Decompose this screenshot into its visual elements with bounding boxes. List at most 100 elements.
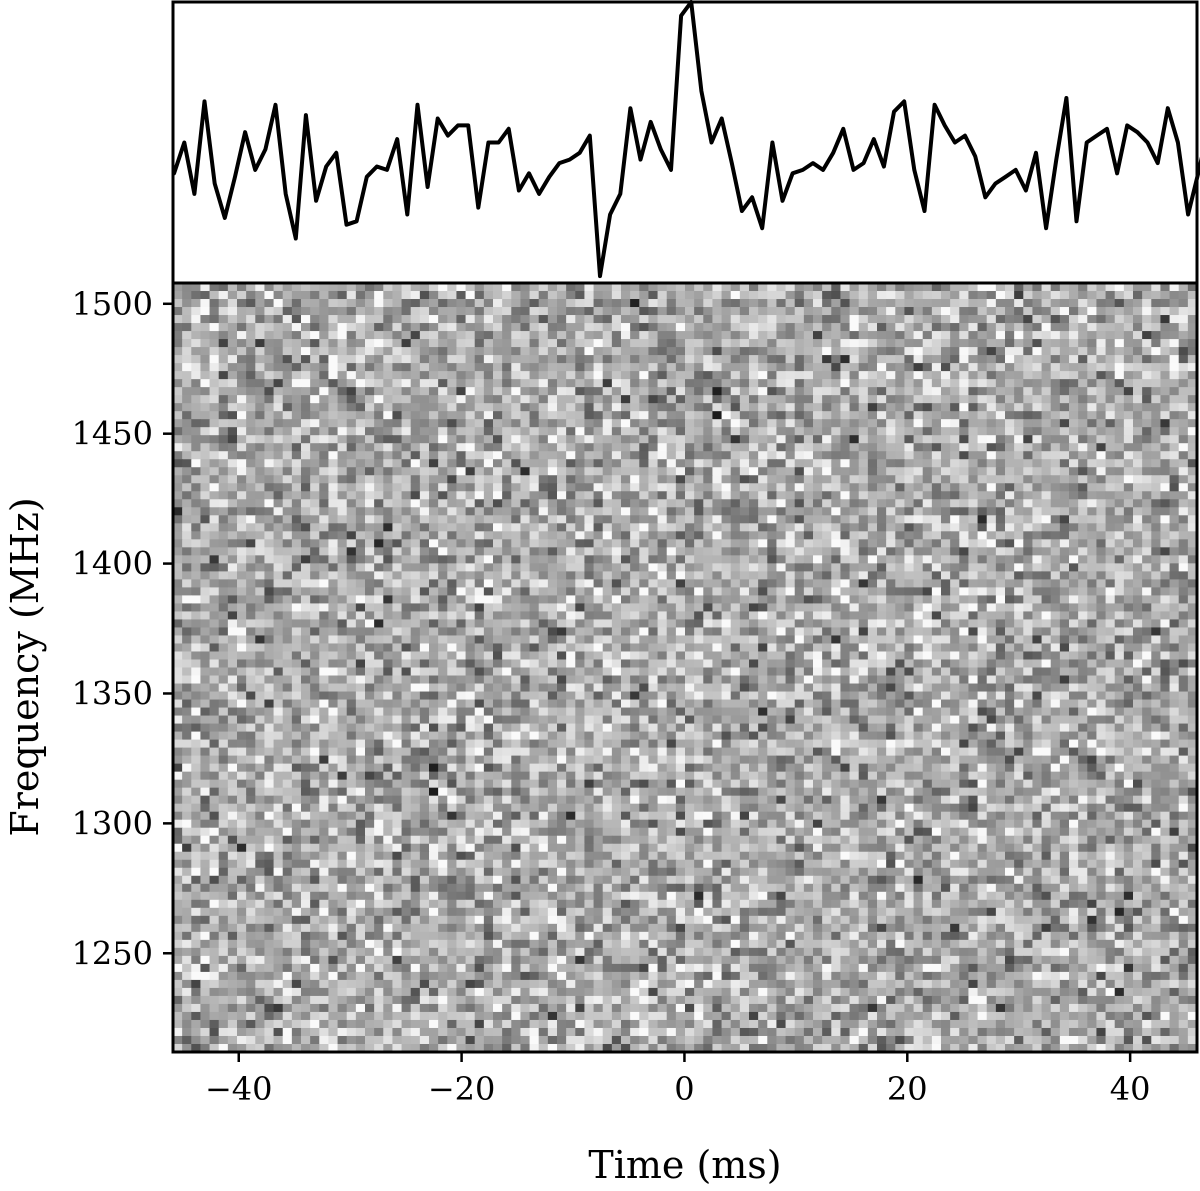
- heatmap-cell: [1041, 571, 1052, 580]
- heatmap-cell: [1114, 627, 1125, 637]
- heatmap-cell: [584, 371, 595, 380]
- heatmap-cell: [1059, 355, 1070, 364]
- heatmap-cell: [685, 579, 695, 588]
- heatmap-cell: [611, 379, 622, 388]
- heatmap-cell: [758, 371, 768, 380]
- heatmap-cell: [584, 427, 595, 436]
- heatmap-cell: [611, 515, 622, 524]
- heatmap-cell: [849, 291, 860, 300]
- heatmap-cell: [1178, 555, 1189, 564]
- heatmap-cell: [355, 483, 366, 492]
- heatmap-cell: [529, 331, 540, 340]
- heatmap-cell: [813, 507, 823, 516]
- heatmap-cell: [465, 523, 476, 532]
- heatmap-cell: [282, 507, 293, 516]
- heatmap-cell: [1014, 395, 1024, 404]
- heatmap-cell: [1059, 363, 1070, 372]
- heatmap-cell: [1005, 491, 1015, 500]
- heatmap-cell: [922, 595, 933, 605]
- heatmap-cell: [273, 587, 284, 597]
- heatmap-cell: [237, 491, 247, 500]
- heatmap-cell: [209, 419, 220, 428]
- heatmap-cell: [419, 339, 430, 348]
- heatmap-cell: [758, 587, 768, 597]
- heatmap-cell: [401, 611, 412, 621]
- heatmap-cell: [630, 547, 640, 556]
- heatmap-cell: [840, 491, 851, 500]
- heatmap-cell: [1005, 507, 1015, 516]
- heatmap-cell: [282, 355, 293, 364]
- heatmap-cell: [694, 539, 704, 548]
- heatmap-cell: [255, 323, 266, 332]
- heatmap-cell: [419, 299, 430, 308]
- heatmap-cell: [657, 411, 668, 420]
- heatmap-cell: [456, 459, 467, 468]
- pulse-profile-panel: [171, 0, 1200, 285]
- heatmap-cell: [931, 475, 942, 484]
- heatmap-cell: [419, 291, 430, 300]
- heatmap-cell: [1160, 507, 1171, 516]
- heatmap-cell: [255, 587, 266, 597]
- heatmap-cell: [1105, 363, 1116, 372]
- heatmap-cell: [264, 403, 275, 412]
- heatmap-cell: [520, 427, 531, 436]
- heatmap-cell: [968, 283, 979, 292]
- heatmap-cell: [209, 395, 220, 404]
- heatmap-cell: [895, 611, 906, 621]
- heatmap-cell: [1096, 531, 1107, 540]
- heatmap-cell: [584, 563, 595, 572]
- heatmap-cell: [291, 459, 302, 468]
- heatmap-cell: [237, 371, 247, 380]
- heatmap-cell: [392, 379, 403, 388]
- heatmap-cell: [739, 355, 750, 364]
- heatmap-cell: [237, 627, 247, 637]
- heatmap-cell: [374, 339, 384, 348]
- heatmap-cell: [429, 483, 439, 492]
- heatmap-cell: [785, 507, 796, 516]
- heatmap-cell: [1142, 555, 1152, 564]
- heatmap-cell: [1105, 395, 1116, 404]
- heatmap-cell: [1087, 331, 1098, 340]
- heatmap-cell: [474, 459, 485, 468]
- heatmap-cell: [474, 579, 485, 588]
- heatmap-cell: [886, 603, 896, 613]
- heatmap-cell: [602, 411, 613, 420]
- heatmap-cell: [703, 635, 714, 645]
- heatmap-cell: [1178, 579, 1189, 588]
- heatmap-cell: [776, 387, 787, 396]
- heatmap-cell: [785, 467, 796, 476]
- heatmap-cell: [813, 411, 823, 420]
- heatmap-cell: [1078, 427, 1088, 436]
- heatmap-cell: [904, 371, 915, 380]
- heatmap-cell: [767, 451, 778, 460]
- heatmap-cell: [502, 443, 512, 452]
- heatmap-cell: [255, 395, 266, 404]
- heatmap-cell: [511, 515, 522, 524]
- heatmap-cell: [502, 635, 512, 645]
- heatmap-cell: [886, 595, 896, 605]
- heatmap-cell: [1032, 571, 1043, 580]
- heatmap-cell: [593, 371, 604, 380]
- heatmap-cell: [758, 315, 768, 324]
- heatmap-cell: [785, 491, 796, 500]
- heatmap-cell: [493, 291, 503, 300]
- heatmap-cell: [794, 299, 805, 308]
- heatmap-cell: [611, 299, 622, 308]
- heatmap-cell: [1059, 571, 1070, 580]
- heatmap-cell: [913, 515, 924, 524]
- heatmap-cell: [200, 355, 211, 364]
- heatmap-cell: [941, 371, 951, 380]
- heatmap-cell: [447, 483, 458, 492]
- heatmap-cell: [1059, 291, 1070, 300]
- heatmap-cell: [630, 339, 640, 348]
- heatmap-cell: [730, 387, 741, 396]
- heatmap-cell: [538, 395, 549, 404]
- heatmap-cell: [575, 483, 586, 492]
- heatmap-cell: [749, 403, 759, 412]
- heatmap-cell: [1114, 539, 1125, 548]
- heatmap-cell: [1069, 571, 1079, 580]
- heatmap-cell: [666, 299, 677, 308]
- heatmap-cell: [959, 299, 970, 308]
- heatmap-cell: [904, 595, 915, 605]
- heatmap-cell: [566, 635, 576, 645]
